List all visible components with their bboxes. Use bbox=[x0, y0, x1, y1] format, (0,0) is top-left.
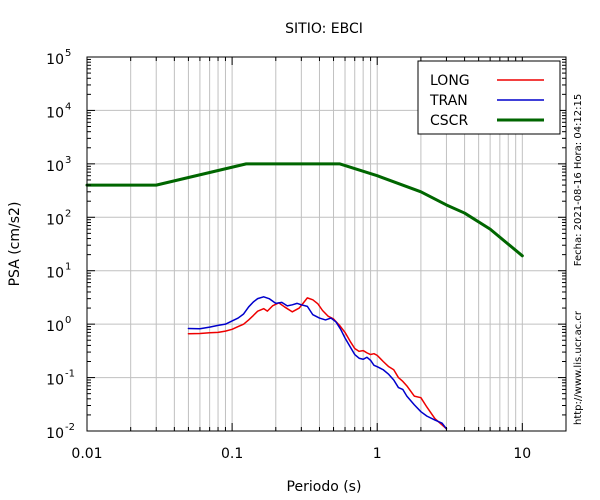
y-tick-exponent: 5 bbox=[65, 48, 71, 59]
y-tick-label: 10 bbox=[46, 212, 64, 228]
series-line-cscr bbox=[85, 162, 524, 258]
x-tick-label: 0.1 bbox=[221, 446, 243, 462]
legend: LONG TRAN CSCR bbox=[417, 60, 561, 135]
y-tick-exponent: 3 bbox=[65, 155, 71, 166]
y-tick-exponent: 4 bbox=[65, 101, 71, 112]
y-tick-exponent: 1 bbox=[65, 262, 71, 273]
series-layer bbox=[85, 162, 524, 430]
x-axis-label: Periodo (s) bbox=[287, 479, 362, 495]
x-tick-label: 0.01 bbox=[71, 446, 102, 462]
legend-label-cscr: CSCR bbox=[430, 113, 468, 129]
y-tick-label: 10 bbox=[46, 319, 64, 335]
series-line-tran bbox=[187, 296, 448, 430]
legend-label-long: LONG bbox=[430, 73, 470, 89]
y-tick-label: 10 bbox=[46, 426, 64, 442]
chart-title: SITIO: EBCI bbox=[285, 21, 363, 37]
legend-label-tran: TRAN bbox=[429, 93, 468, 109]
y-tick-label: 10 bbox=[46, 105, 64, 121]
y-tick-exponent: -2 bbox=[65, 422, 75, 433]
x-tick-label: 10 bbox=[513, 446, 531, 462]
timestamp-label: Fecha: 2021-08-16 Hora: 04:12:15 bbox=[573, 94, 584, 267]
grid bbox=[86, 56, 567, 432]
y-tick-label: 10 bbox=[46, 52, 64, 68]
y-tick-exponent: -1 bbox=[65, 369, 75, 380]
legend-box bbox=[417, 60, 561, 135]
y-tick-label: 10 bbox=[46, 266, 64, 282]
y-axis-label: PSA (cm/s2) bbox=[7, 202, 23, 287]
y-tick-exponent: 2 bbox=[65, 208, 71, 219]
plot-frame bbox=[86, 56, 567, 432]
series-line-long bbox=[187, 297, 448, 430]
y-tick-exponent: 0 bbox=[65, 315, 71, 326]
url-label: http://www.lis.ucr.ac.cr bbox=[573, 310, 584, 425]
x-tick-label: 1 bbox=[373, 446, 382, 462]
y-tick-label: 10 bbox=[46, 159, 64, 175]
y-tick-label: 10 bbox=[46, 373, 64, 389]
